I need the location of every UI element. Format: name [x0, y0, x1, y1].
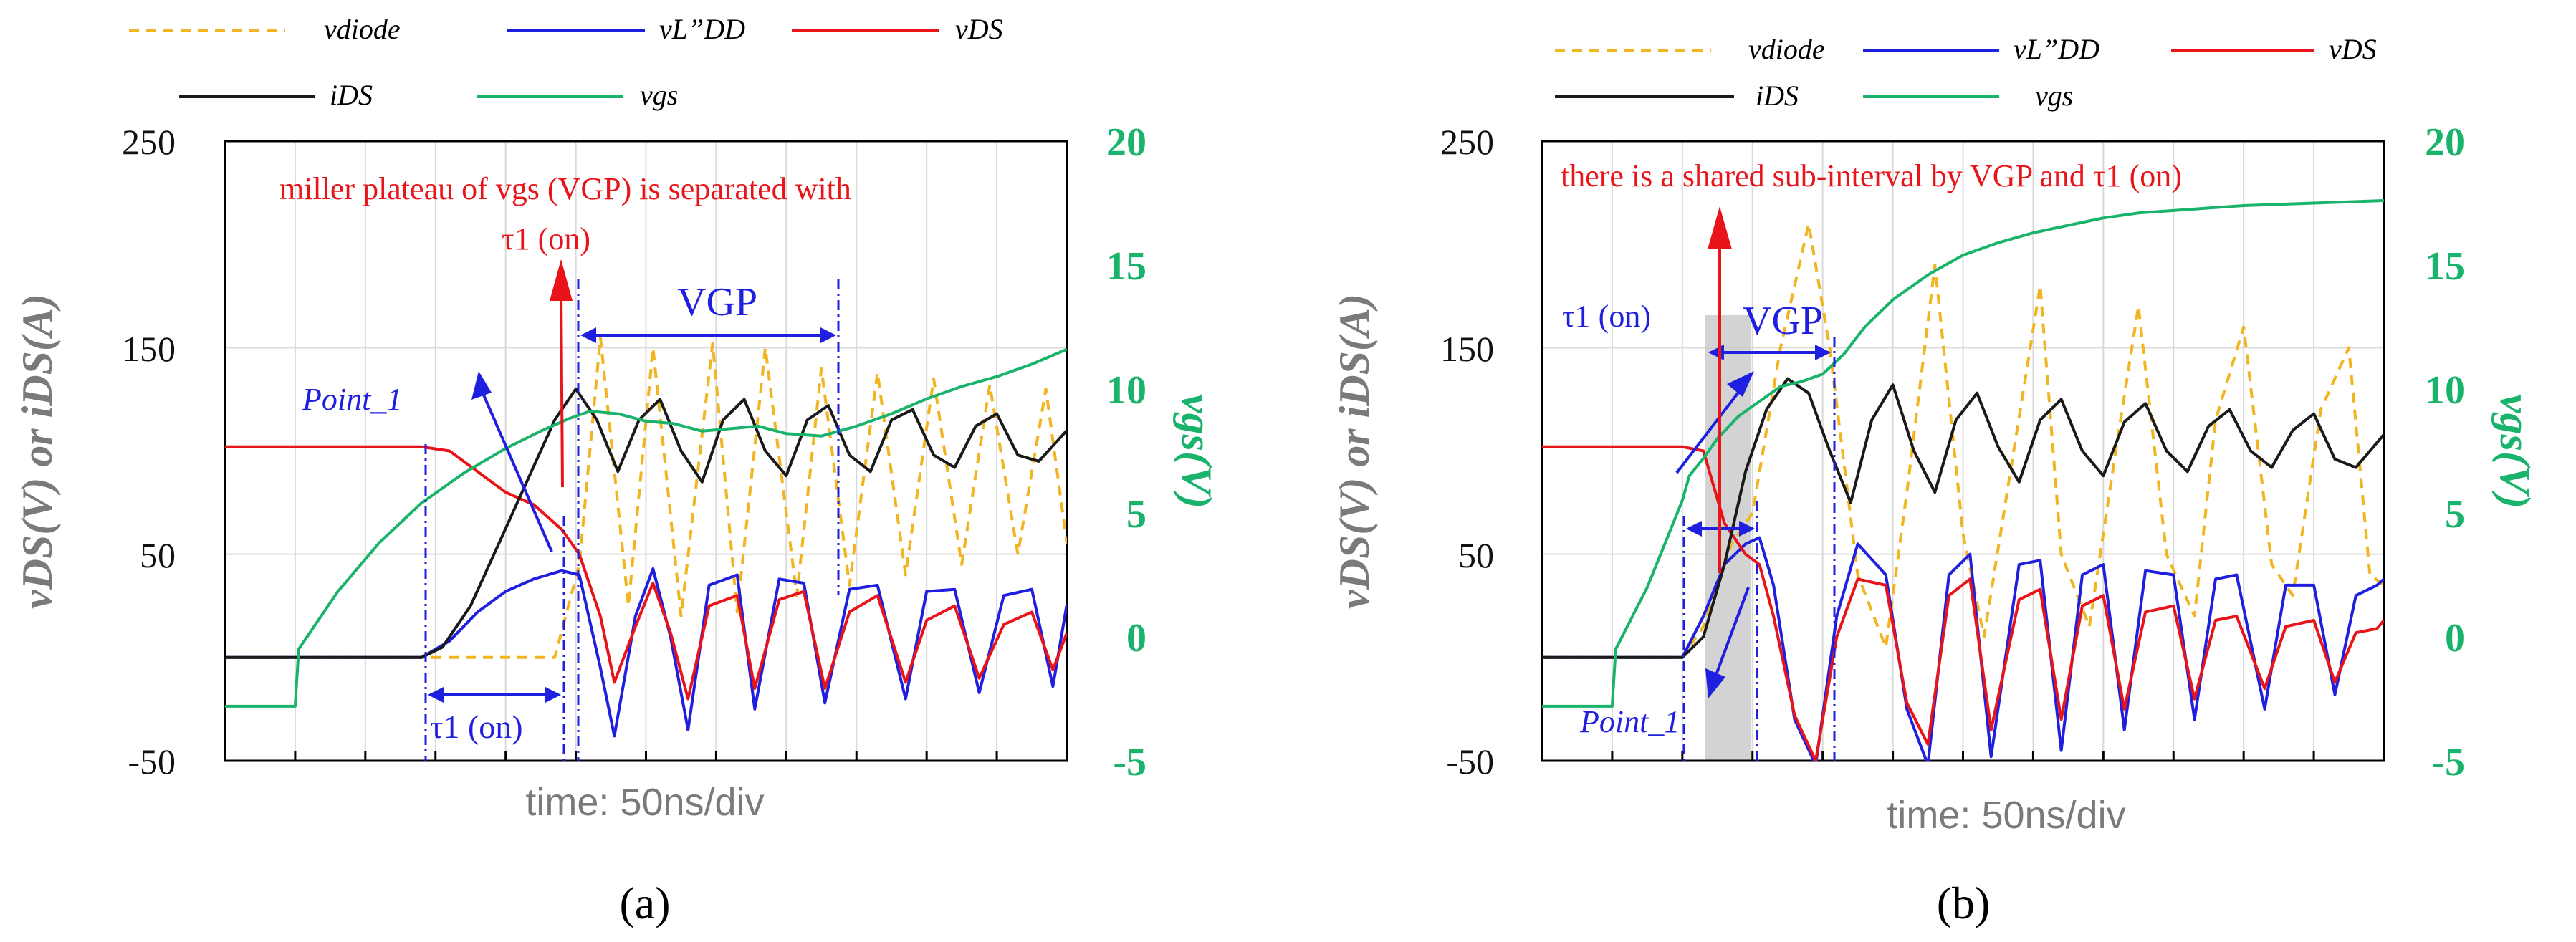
caption-a: (a): [619, 878, 670, 928]
y-axis-label-a: vDS(V) or iDS(A): [14, 294, 61, 609]
ytick-b-150: 150: [1440, 329, 1494, 369]
ytick-right-a-15: 15: [1106, 244, 1146, 289]
plot-frame-b: [1541, 140, 2385, 762]
caption-b: (b): [1937, 878, 1991, 928]
ytick-b-250: 250: [1440, 122, 1494, 162]
y-axis-label-right-b: vgs(V): [2491, 394, 2539, 509]
ytick-right-b-10: 10: [2425, 368, 2465, 413]
legend-label-ids-b: iDS: [1756, 80, 1799, 112]
series-line-b-vgs: [1542, 199, 2384, 708]
series-line-a-ids: [225, 388, 1067, 659]
legend-b: vdiode vL”DD vDS iDS vgs: [1555, 33, 2377, 112]
grid-a: [225, 140, 1067, 761]
ytick-right-b-15: 15: [2425, 244, 2465, 289]
ytick-right-b-neg5: -5: [2431, 740, 2465, 784]
y-axis-label-right-a: vgs(V): [1173, 394, 1220, 509]
panel-a: vdiode vL”DD vDS iDS vgs 250 150 50 -50 …: [14, 13, 1220, 928]
ytick-right-b-20: 20: [2425, 120, 2465, 165]
legend-a: vdiode vL”DD vDS iDS vgs: [129, 13, 1003, 111]
ytick-right-b-0: 0: [2445, 616, 2465, 660]
point-label-b: Point_1: [1579, 704, 1680, 739]
y-ticks-left-b: 250 150 50 -50: [1440, 122, 1494, 782]
legend-label-vdiode-b: vdiode: [1748, 33, 1825, 65]
tau-arrow-b: [1675, 385, 1744, 474]
note-arrow-a: [560, 293, 564, 488]
annotations-b: VGP τ1 (on) Point_1 there is a shared su…: [1561, 158, 2182, 761]
panel-b: vdiode vL”DD vDS iDS vgs 250 150 50 -50 …: [1331, 33, 2539, 928]
ytick-right-a-neg5: -5: [1113, 740, 1146, 784]
tau-arrows-b: [1686, 521, 1755, 537]
note-arrowhead-b: [1708, 206, 1732, 249]
tau-label-b: τ1 (on): [1562, 299, 1651, 334]
point-label-a: Point_1: [302, 382, 402, 417]
series-line-a-vdiode: [225, 335, 1067, 659]
legend-label-vgs-b: vgs: [2035, 80, 2073, 112]
annotations-a: VGP τ1 (on) Point_1 miller plateau of vg…: [279, 171, 851, 761]
ytick-right-b-5: 5: [2445, 492, 2465, 537]
point-arrowhead-b: [1705, 668, 1725, 698]
legend-label-vl: vL”DD: [659, 13, 745, 45]
ytick-a-250: 250: [122, 122, 176, 162]
series-line-b-vds: [1542, 445, 2384, 761]
plot-frame-a: [224, 140, 1068, 762]
x-axis-label-a: time: 50ns/div: [525, 781, 764, 824]
tau-label-a: τ1 (on): [430, 708, 523, 745]
legend-label-vdiode: vdiode: [324, 13, 401, 45]
x-axis-label-b: time: 50ns/div: [1887, 794, 2125, 837]
ytick-right-a-20: 20: [1106, 120, 1146, 165]
legend-label-vds: vDS: [955, 13, 1003, 45]
series-group-b: [1542, 199, 2384, 761]
ytick-a-50: 50: [140, 535, 176, 575]
y-ticks-left-a: 250 150 50 -50: [122, 122, 176, 782]
note-line1-a: miller plateau of vgs (VGP) is separated…: [279, 171, 851, 206]
series-line-a-vldd: [225, 567, 1067, 738]
legend-label-vgs: vgs: [640, 79, 678, 111]
ytick-b-neg50: -50: [1446, 741, 1494, 782]
point-arrowhead-a: [471, 371, 492, 400]
ytick-b-50: 50: [1458, 535, 1494, 575]
vgp-label-a: VGP: [677, 280, 757, 325]
note-line1-b: there is a shared sub-interval by VGP an…: [1561, 158, 2182, 193]
point-arrow-a: [479, 386, 553, 552]
series-line-a-vgs: [225, 347, 1067, 708]
y-ticks-right-b: 20 15 10 5 0 -5: [2425, 120, 2465, 784]
y-axis-label-b: vDS(V) or iDS(A): [1331, 294, 1378, 609]
ytick-right-a-0: 0: [1126, 616, 1146, 660]
tau-arrows-a: [428, 687, 561, 703]
ytick-right-a-5: 5: [1126, 492, 1146, 537]
note-line2-a: τ1 (on): [502, 221, 590, 256]
ytick-a-neg50: -50: [128, 741, 176, 782]
ytick-a-150: 150: [122, 329, 176, 369]
legend-label-vl-b: vL”DD: [2014, 33, 2099, 65]
point-arrow-b: [1713, 587, 1750, 681]
vgp-label-b: VGP: [1743, 299, 1823, 343]
note-arrowhead-a: [550, 259, 573, 301]
ytick-right-a-10: 10: [1106, 368, 1146, 413]
legend-label-ids: iDS: [330, 79, 373, 111]
y-ticks-right-a: 20 15 10 5 0 -5: [1106, 120, 1146, 784]
legend-label-vds-b: vDS: [2329, 33, 2377, 65]
tau-arrowhead-b: [1727, 371, 1754, 397]
series-line-b-ids: [1542, 377, 2384, 659]
